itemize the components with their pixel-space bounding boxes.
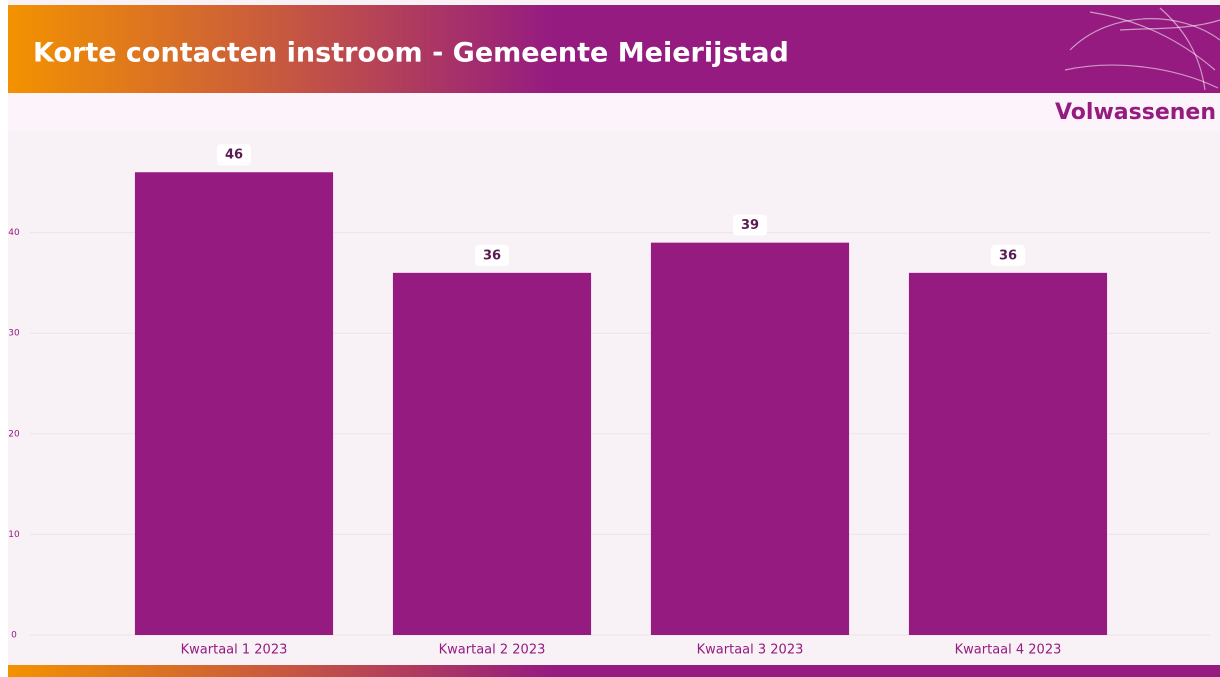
chart: Korte contacten instroom - Gemeente Meie… <box>0 0 1220 677</box>
dashboard: Korte contacten instroom - Gemeente Meie… <box>0 0 1220 677</box>
x-tick-label: Kwartaal 4 2023 <box>955 643 1062 658</box>
y-tick-label: 10 <box>8 530 20 540</box>
chart-subtitle: Volwassenen <box>1055 100 1216 125</box>
y-tick-label: 30 <box>8 329 20 339</box>
bar <box>135 172 333 635</box>
bar <box>393 273 591 635</box>
subtitle-band <box>8 93 1220 131</box>
footer-bar <box>8 665 1220 677</box>
x-tick-label: Kwartaal 1 2023 <box>181 643 288 658</box>
chart-title: Korte contacten instroom - Gemeente Meie… <box>33 38 789 69</box>
x-tick-label: Kwartaal 2 2023 <box>439 643 546 658</box>
bar <box>651 243 849 635</box>
value-label: 36 <box>999 248 1017 263</box>
y-tick-label: 40 <box>8 228 20 238</box>
value-label: 36 <box>483 248 501 263</box>
x-tick-label: Kwartaal 3 2023 <box>697 643 804 658</box>
y-tick-label: 20 <box>8 429 20 439</box>
value-label: 46 <box>225 148 243 163</box>
y-tick-label: 0 <box>11 631 17 641</box>
value-label: 39 <box>741 218 759 233</box>
bar <box>909 273 1107 635</box>
